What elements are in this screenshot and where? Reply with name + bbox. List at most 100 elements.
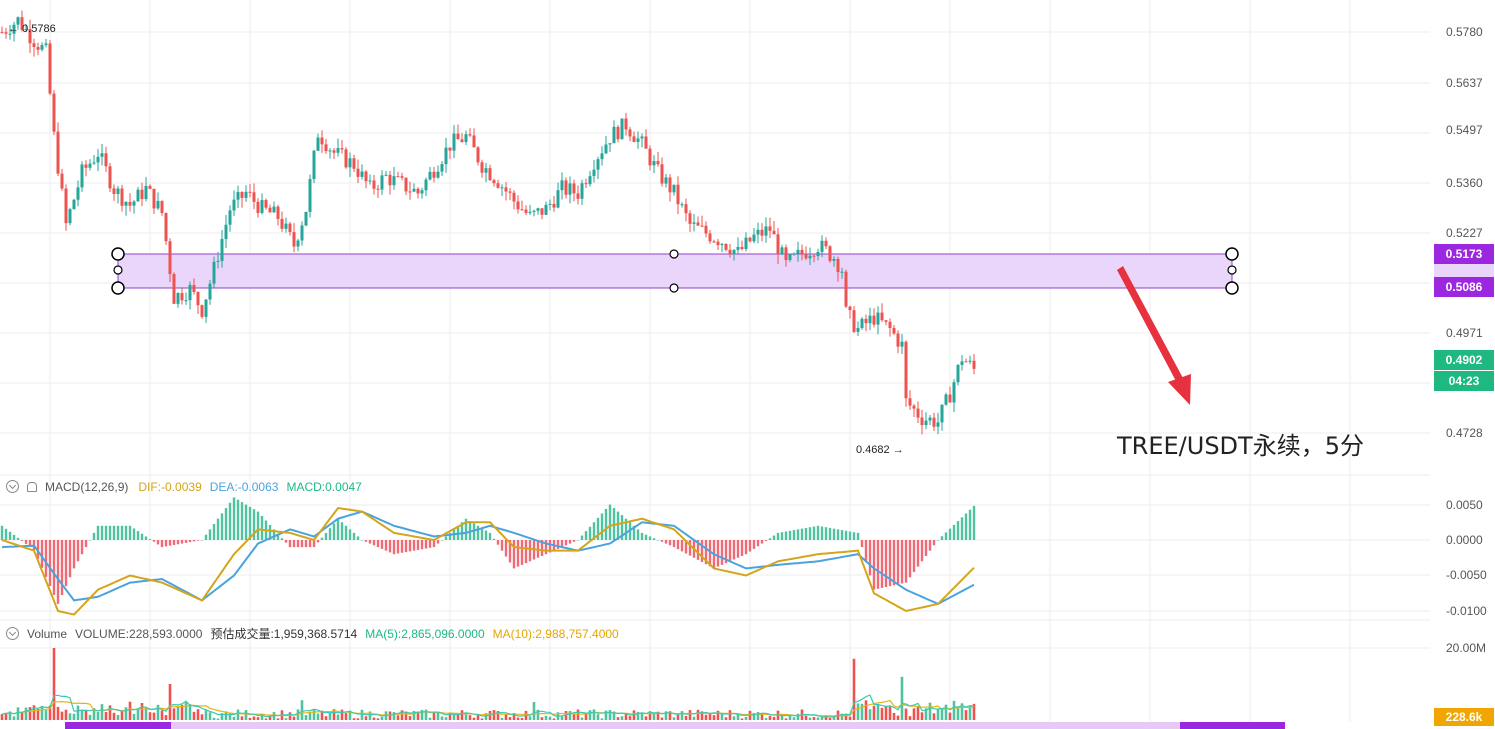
volume-bar xyxy=(848,716,852,720)
zone-handles[interactable] xyxy=(111,247,1239,295)
candle-body xyxy=(200,305,204,317)
macd-dea-value: DEA:-0.0063 xyxy=(209,480,279,494)
zone-handle-top-left[interactable] xyxy=(111,247,125,261)
candle-body xyxy=(776,234,780,255)
macd-bar xyxy=(888,540,892,587)
candle-body xyxy=(764,226,768,236)
volume-bar xyxy=(648,711,652,720)
macd-bar xyxy=(852,532,856,540)
zone-bottom-price: 0.5086 xyxy=(1446,280,1483,294)
macd-bar xyxy=(40,540,44,568)
zone-handle-bottom-mid[interactable] xyxy=(669,283,679,293)
macd-bar xyxy=(760,540,764,544)
volume-bar xyxy=(52,648,56,720)
zone-handle-bottom-left[interactable] xyxy=(111,281,125,295)
macd-bar xyxy=(84,540,88,548)
volume-bar xyxy=(644,716,648,720)
volume-bar xyxy=(448,713,452,720)
candle-body xyxy=(488,168,492,181)
macd-bar xyxy=(616,511,620,540)
candle-body xyxy=(304,211,308,226)
volume-bar xyxy=(688,710,692,720)
volume-bar xyxy=(140,702,144,720)
volume-bar xyxy=(424,709,428,720)
bell-icon[interactable] xyxy=(27,482,37,492)
macd-bar xyxy=(884,540,888,588)
macd-bar xyxy=(396,540,400,554)
candle-body xyxy=(836,258,840,273)
candle-body xyxy=(624,118,628,130)
macd-bar xyxy=(804,527,808,540)
macd-bar xyxy=(948,528,952,540)
macd-bar xyxy=(352,532,356,540)
macd-bar xyxy=(732,540,736,560)
candle-body xyxy=(328,150,332,152)
macd-bar xyxy=(840,530,844,540)
zone-handle-bottom-right[interactable] xyxy=(1225,281,1239,295)
candle-body xyxy=(936,422,940,427)
volume-bar xyxy=(472,717,476,720)
volume-bar xyxy=(628,716,632,720)
scrollbar-left-handle[interactable] xyxy=(65,722,171,729)
candle-body xyxy=(968,360,972,362)
volume-bar xyxy=(240,716,244,720)
volume-bar xyxy=(620,716,624,720)
candle-body xyxy=(712,241,716,243)
macd-bar xyxy=(248,506,252,540)
chevron-down-icon[interactable] xyxy=(6,480,19,493)
scrollbar-right-handle[interactable] xyxy=(1180,722,1285,729)
candle-body xyxy=(876,312,880,325)
macd-bar xyxy=(964,513,968,540)
volume-bar xyxy=(820,716,824,720)
macd-bar xyxy=(200,540,204,541)
volume-bar xyxy=(120,711,124,720)
price-tick-label: 0.5637 xyxy=(1446,76,1483,90)
volume-last-tag: 228.6k xyxy=(1434,708,1494,726)
candle-body xyxy=(868,315,872,324)
volume-bar xyxy=(292,716,296,720)
zone-handle-top-mid[interactable] xyxy=(669,249,679,259)
candle-body xyxy=(128,201,132,206)
candle-body xyxy=(96,156,100,163)
candle-body xyxy=(944,394,948,405)
macd-bar xyxy=(184,540,188,543)
candle-body xyxy=(152,188,156,209)
volume-bar xyxy=(368,711,372,720)
candle-body xyxy=(240,191,244,198)
candle-body xyxy=(912,405,916,409)
candle-body xyxy=(204,299,208,317)
annotation-arrow xyxy=(1117,266,1191,405)
candle-body xyxy=(768,226,772,231)
zone-top-tag: 0.5173 xyxy=(1434,244,1494,264)
macd-axis: 0.0050 0.0000 -0.0050 -0.0100 xyxy=(1446,498,1487,618)
volume-bar xyxy=(348,710,352,720)
candle-body xyxy=(588,176,592,185)
volume-bar xyxy=(900,676,904,720)
macd-bar xyxy=(192,540,196,542)
macd-bar xyxy=(176,540,180,545)
zone-handle-mid-left[interactable] xyxy=(113,265,123,275)
macd-bar xyxy=(588,526,592,540)
chevron-down-icon[interactable] xyxy=(6,627,19,640)
candle-body xyxy=(904,341,908,399)
macd-bar xyxy=(952,524,956,540)
candle-body xyxy=(124,201,128,206)
zone-handle-mid-right[interactable] xyxy=(1227,265,1237,275)
volume-bar xyxy=(124,707,128,720)
macd-bar xyxy=(820,526,824,540)
scrollbar-track[interactable] xyxy=(65,722,1285,729)
candle-body xyxy=(564,180,568,195)
candle-body xyxy=(428,171,432,180)
zone-axis-band xyxy=(1434,264,1494,278)
macd-bar xyxy=(100,525,104,540)
scrollbar[interactable] xyxy=(65,722,1285,729)
macd-bar xyxy=(312,540,316,548)
volume-bar xyxy=(184,702,188,720)
price-zone[interactable] xyxy=(111,247,1239,295)
zone-handle-top-right[interactable] xyxy=(1225,247,1239,261)
macd-bar xyxy=(748,540,752,552)
price-zone-rect[interactable] xyxy=(117,253,1233,289)
candle-body xyxy=(536,208,540,211)
candle-body xyxy=(648,148,652,166)
candle-body xyxy=(104,153,108,167)
